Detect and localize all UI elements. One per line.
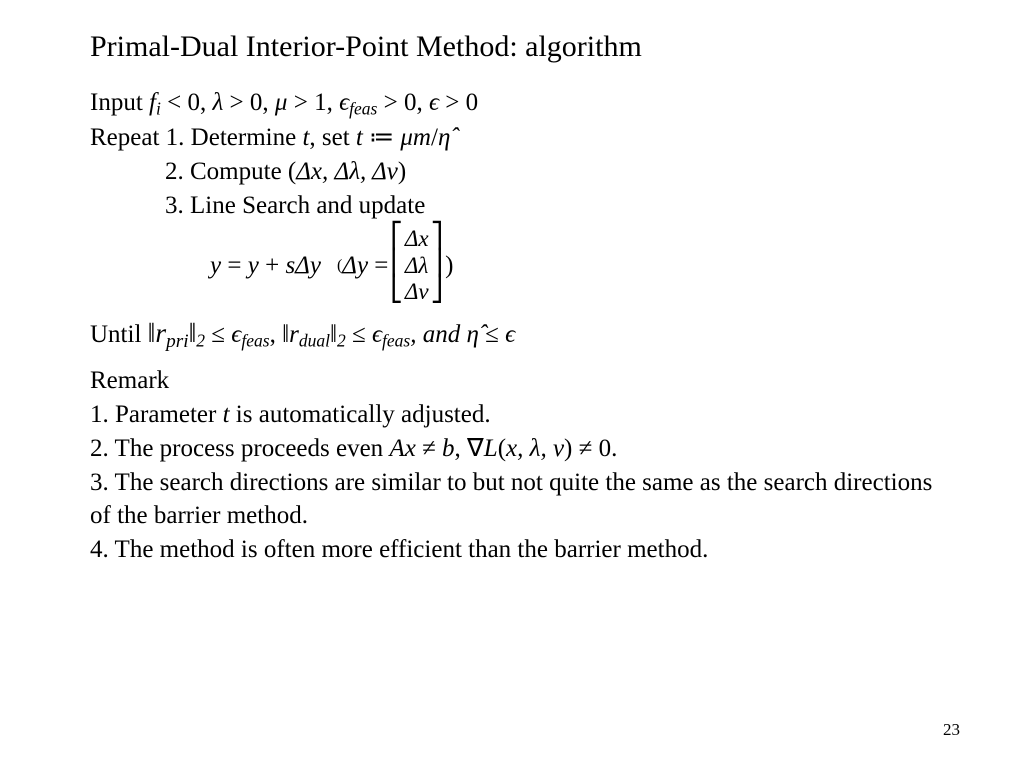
s1d: t <box>356 124 363 151</box>
eqc: y <box>248 252 259 279</box>
le1: ≤ <box>205 321 231 348</box>
r2i: ) ≠ 0. <box>564 435 617 462</box>
input-prefix: Input <box>90 89 149 116</box>
r1a: 1. Parameter <box>90 401 223 428</box>
remark-3: 3. The search directions are similar to … <box>90 466 934 534</box>
rpri-r: r <box>155 317 166 348</box>
ef1s: feas <box>241 330 269 350</box>
gt0c: > 0 <box>439 89 478 116</box>
remark-2: 2. The process proceeds even Ax ≠ b, ∇L(… <box>90 432 934 466</box>
eps2: ϵ <box>505 321 515 348</box>
norm2b: 2 <box>337 330 346 350</box>
slide: Primal-Dual Interior-Point Method: algor… <box>0 0 1024 768</box>
r2b: Ax <box>389 435 415 462</box>
rpri-sub: pri <box>166 330 188 351</box>
vec-r1: Δx <box>405 226 429 252</box>
s1a: 1. Determine <box>166 124 303 151</box>
eqclose: ) <box>445 252 453 280</box>
ef2: ϵ <box>372 321 382 348</box>
le3: ≤ <box>479 321 505 348</box>
etahat: η̂ <box>467 321 479 348</box>
eqg: = <box>368 252 388 279</box>
r2h: x, λ, v <box>506 435 564 462</box>
eqe: sΔy <box>285 252 321 279</box>
mu: μ <box>275 89 288 116</box>
right-bracket-icon: ⎤⎥⎦ <box>431 226 444 305</box>
remark-4: 4. The method is often more efficient th… <box>90 533 934 567</box>
and: , and <box>410 321 466 348</box>
gt1: > 1, <box>287 89 339 116</box>
ef1: ϵ <box>231 321 241 348</box>
page-number: 23 <box>943 720 960 740</box>
r2c: ≠ <box>416 435 442 462</box>
norm2a: 2 <box>196 330 205 350</box>
vector-bracket: ⎡⎢⎣ Δx Δλ Δv ⎤⎥⎦ <box>390 226 443 305</box>
remark-1: 1. Parameter t is automatically adjusted… <box>90 398 934 432</box>
s1e: ≔ <box>363 124 401 151</box>
r2a: 2. The process proceeds even <box>90 435 389 462</box>
slide-title: Primal-Dual Interior-Point Method: algor… <box>90 30 934 64</box>
until-line: Until ‖rpri‖2 ≤ ϵfeas, ‖rdual‖2 ≤ ϵfeas,… <box>90 314 934 355</box>
r1c: is automatically adjusted. <box>230 401 491 428</box>
eqa: y <box>210 252 221 279</box>
s2c: ) <box>398 158 406 185</box>
s1g: / <box>431 124 438 151</box>
epsf: ϵ <box>339 89 349 116</box>
r1b: t <box>223 401 230 428</box>
lt0: < 0, <box>161 89 213 116</box>
s1c: , set <box>309 124 356 151</box>
rdual-r: r <box>289 321 299 348</box>
remark-heading: Remark <box>90 364 934 398</box>
s1h: η̂ <box>438 124 450 151</box>
fi-f: f <box>149 89 156 116</box>
lambda: λ <box>212 89 223 116</box>
input-line: Input fi < 0, λ > 0, μ > 1, ϵfeas > 0, ϵ… <box>90 86 934 121</box>
repeat-step3: 3. Line Search and update <box>90 189 934 223</box>
r2d: b <box>442 435 455 462</box>
eqgap: ( <box>321 257 342 275</box>
le2: ≤ <box>346 321 372 348</box>
comma1: , <box>270 321 283 348</box>
eqb: = <box>221 252 248 279</box>
gt0b: > 0, <box>377 89 429 116</box>
repeat-step1: Repeat 1. Determine t, set t ≔ μm/η̂ <box>90 121 934 155</box>
eps: ϵ <box>429 89 439 116</box>
vec-r2: Δλ <box>405 253 429 279</box>
feas1: feas <box>349 98 377 118</box>
update-equation: y = y + sΔy ( Δy = ⎡⎢⎣ Δx Δλ Δv ⎤⎥⎦ ) <box>90 226 934 305</box>
s1f: μm <box>400 124 431 151</box>
r2f: L <box>484 435 498 462</box>
s2a: 2. Compute ( <box>165 158 296 185</box>
rdual-sub: dual <box>299 330 330 350</box>
r2g: ( <box>498 435 506 462</box>
left-bracket-icon: ⎡⎢⎣ <box>390 226 403 305</box>
repeat-step2: 2. Compute (Δx, Δλ, Δv) <box>90 155 934 189</box>
vec-r3: Δv <box>405 279 429 305</box>
gt0a: > 0, <box>223 89 275 116</box>
until-prefix: Until <box>90 321 148 348</box>
r2e: , ∇ <box>455 435 484 462</box>
s2b: Δx, Δλ, Δv <box>296 158 398 185</box>
eqd: + <box>259 252 286 279</box>
eqf: Δy <box>342 252 368 279</box>
repeat-prefix: Repeat <box>90 124 166 151</box>
ef2s: feas <box>382 330 410 350</box>
